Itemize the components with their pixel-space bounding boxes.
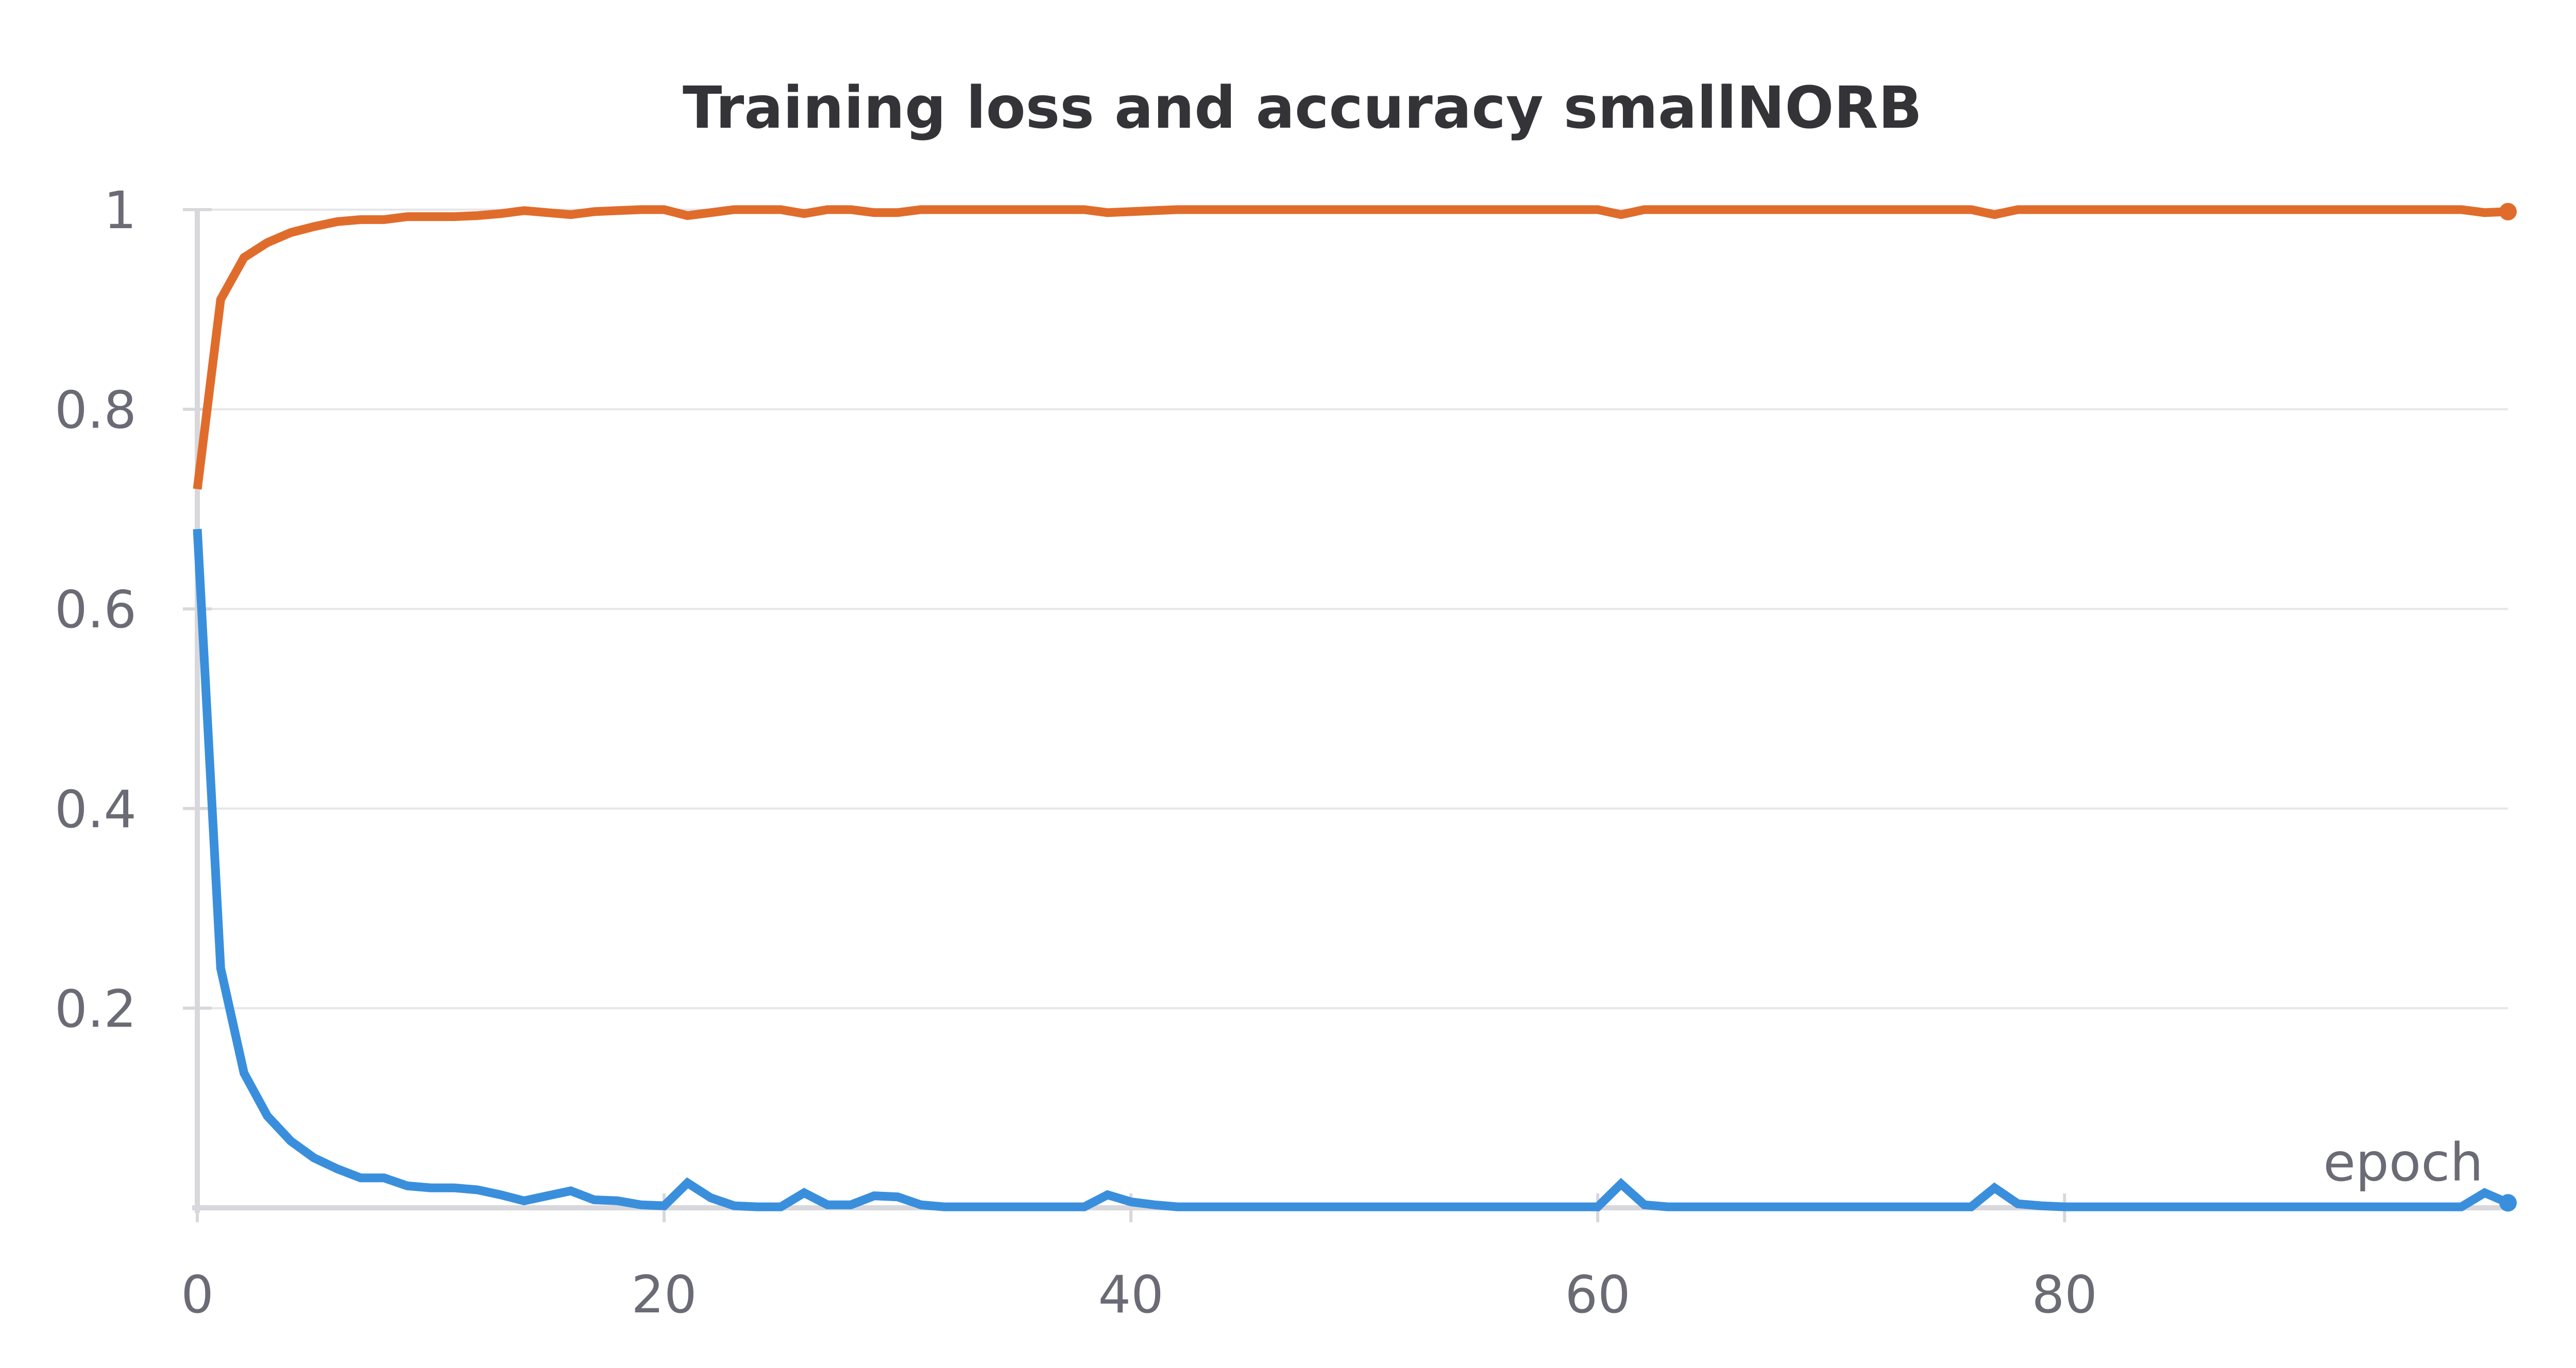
y-tick-label: 0.8 <box>55 380 137 440</box>
x-tick-label: 80 <box>2032 1264 2097 1325</box>
series-lines <box>193 202 2517 1212</box>
series-end-point-1 <box>2499 202 2517 220</box>
axes <box>183 208 2508 1222</box>
series-end-point-2 <box>2499 1194 2517 1212</box>
chart-title: Training loss and accuracy smallNORB <box>683 75 1922 142</box>
x-tick-label: 20 <box>631 1264 697 1325</box>
y-tick-label: 1 <box>104 180 137 241</box>
chart-text: Training loss and accuracy smallNORB epo… <box>55 75 2483 1325</box>
grid-lines <box>197 209 2508 1010</box>
y-tick-label: 0.4 <box>55 779 137 840</box>
x-axis-label: epoch <box>2323 1132 2483 1193</box>
x-tick-label: 40 <box>1098 1264 1163 1325</box>
series-line-1 <box>193 205 2509 490</box>
series-line-2 <box>193 528 2510 1211</box>
x-tick-label: 0 <box>181 1264 214 1325</box>
x-tick-label: 60 <box>1565 1264 1631 1325</box>
y-tick-label: 0.6 <box>55 579 137 640</box>
y-tick-label: 0.2 <box>55 979 137 1039</box>
